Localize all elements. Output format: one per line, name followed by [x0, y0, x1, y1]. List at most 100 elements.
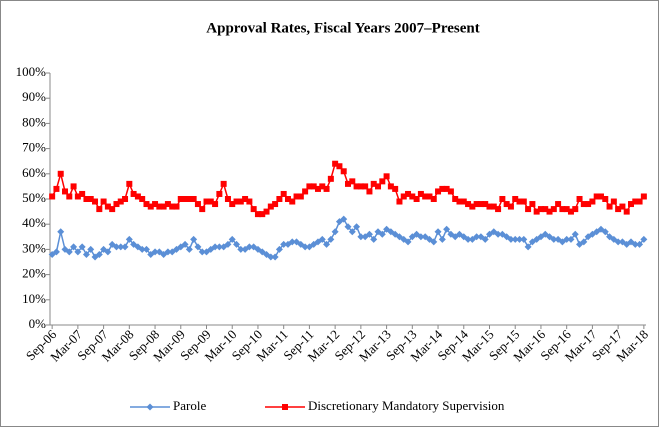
point	[387, 183, 394, 190]
point	[443, 185, 450, 192]
chart-title: Approval Rates, Fiscal Years 2007–Presen…	[206, 20, 479, 36]
point	[190, 196, 197, 202]
point	[542, 206, 549, 213]
point	[357, 233, 365, 241]
point	[481, 235, 489, 243]
point	[194, 243, 202, 251]
point	[190, 235, 198, 243]
point	[233, 240, 241, 248]
point	[275, 245, 283, 253]
point	[143, 201, 150, 208]
legend-label: Discretionary Mandatory Supervision	[308, 398, 505, 413]
point	[302, 188, 309, 195]
point	[563, 235, 571, 243]
point	[267, 203, 274, 210]
legend-label: Parole	[173, 398, 206, 413]
point	[293, 193, 300, 200]
point	[439, 185, 446, 192]
point	[426, 193, 433, 200]
point	[567, 235, 575, 243]
point	[550, 235, 558, 243]
point	[194, 201, 201, 208]
point	[181, 240, 189, 248]
point	[349, 178, 356, 185]
point	[79, 190, 86, 197]
point	[228, 235, 236, 243]
point	[597, 193, 604, 200]
point	[614, 238, 622, 246]
point	[288, 238, 296, 246]
point	[469, 203, 476, 210]
point	[396, 198, 403, 205]
y-tick-label: 50%	[22, 190, 46, 205]
point	[524, 243, 532, 251]
point	[199, 206, 206, 213]
point	[464, 235, 472, 243]
point	[435, 188, 442, 195]
point	[310, 183, 317, 190]
point	[486, 203, 493, 210]
point	[242, 196, 249, 202]
point	[134, 193, 141, 200]
point	[631, 240, 639, 248]
y-tick-label: 70%	[22, 140, 46, 155]
point	[520, 235, 528, 243]
point	[323, 240, 331, 248]
point	[117, 243, 125, 251]
point	[62, 188, 69, 195]
point	[152, 201, 159, 208]
point	[104, 248, 112, 256]
point	[130, 190, 137, 197]
point	[319, 183, 326, 190]
y-tick-label: 80%	[22, 114, 46, 129]
point	[211, 243, 219, 251]
point	[215, 243, 223, 251]
point	[580, 238, 588, 246]
point	[65, 248, 73, 256]
y-tick-label: 0%	[29, 316, 47, 331]
point	[224, 240, 232, 248]
point	[636, 240, 644, 248]
point	[104, 203, 111, 210]
point	[593, 193, 600, 200]
y-tick-label: 20%	[22, 266, 46, 281]
point	[567, 208, 574, 215]
point	[477, 201, 484, 208]
point	[185, 245, 193, 253]
point	[92, 198, 99, 205]
point	[417, 190, 424, 197]
point	[126, 180, 133, 187]
point	[151, 248, 159, 256]
point	[525, 206, 532, 213]
point	[198, 248, 206, 256]
point	[546, 208, 553, 215]
point	[122, 196, 129, 202]
point	[331, 228, 339, 236]
point	[224, 196, 231, 202]
point	[160, 203, 167, 210]
point	[482, 201, 489, 208]
point	[169, 203, 176, 210]
point	[507, 235, 515, 243]
point	[147, 203, 154, 210]
point	[280, 240, 288, 248]
point	[460, 198, 467, 205]
point	[353, 183, 360, 190]
point	[422, 193, 429, 200]
point	[109, 206, 116, 213]
point	[636, 198, 643, 205]
point	[640, 193, 647, 200]
point	[366, 188, 373, 195]
point	[82, 250, 90, 258]
point	[336, 163, 343, 170]
point	[404, 238, 412, 246]
point	[53, 185, 60, 192]
point	[490, 203, 497, 210]
point	[142, 245, 150, 253]
point	[70, 183, 77, 190]
point	[516, 198, 523, 205]
point	[443, 225, 451, 233]
point	[220, 180, 227, 187]
point	[365, 230, 373, 238]
